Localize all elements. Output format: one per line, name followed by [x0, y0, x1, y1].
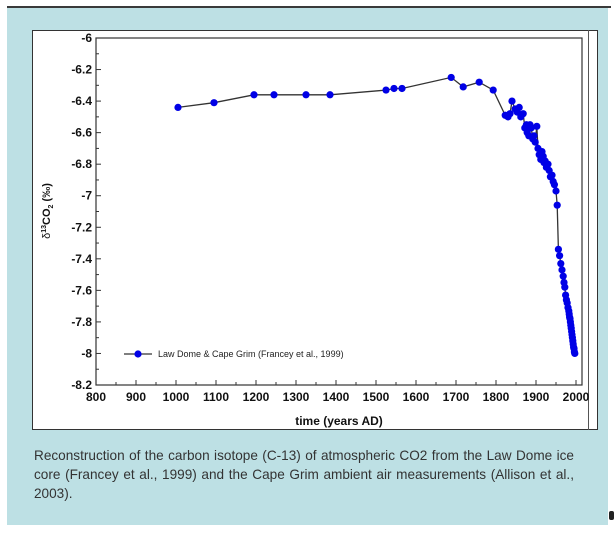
legend: Law Dome & Cape Grim (Francey et al., 19… [124, 349, 344, 359]
y-tick-label: -6.6 [71, 126, 92, 140]
y-tick-label: -8.2 [71, 378, 92, 392]
x-tick-label: 1500 [363, 390, 390, 404]
data-point [527, 124, 535, 132]
x-tick-label: 1200 [243, 390, 270, 404]
y-axis-ticks: -6 -6.2 -6.4 -6.6 -6.8 -7 -7.2 -7.4 -7.6 -7.8 -8 -8… [71, 31, 101, 392]
data-point [326, 91, 334, 99]
data-point [475, 78, 483, 86]
data-point [558, 266, 566, 274]
top-border-line [7, 6, 611, 8]
data-point [270, 91, 278, 99]
y-tick-label: -8 [81, 346, 92, 360]
x-axis-title: time (years AD) [295, 414, 383, 428]
plot-area-frame [95, 37, 583, 386]
y-axis-title-sub: 2 [48, 204, 55, 208]
data-point [506, 110, 514, 118]
data-point [508, 97, 516, 105]
data-point [571, 349, 579, 358]
axes [95, 37, 583, 386]
data-point [550, 181, 559, 189]
edge-mark [609, 511, 614, 520]
data-point [559, 272, 567, 280]
data-point [556, 252, 564, 260]
y-axis-title-delta: δ [41, 233, 53, 239]
x-tick-label: 1600 [403, 390, 430, 404]
x-tick-label: 1400 [323, 390, 350, 404]
data-point [447, 73, 455, 82]
data-point [557, 259, 565, 268]
data-point [459, 83, 467, 91]
y-axis-title-co: CO [41, 208, 53, 225]
x-tick-label: 1800 [483, 390, 510, 404]
x-tick-label: 1300 [283, 390, 310, 404]
data-point [544, 160, 552, 168]
data-point [548, 171, 556, 179]
y-axis-title-unit: (‰) [41, 183, 53, 205]
data-point [552, 187, 560, 195]
y-axis-title: δ13CO2 (‰) [41, 183, 55, 239]
legend-label: Law Dome & Cape Grim (Francey et al., 19… [158, 349, 344, 359]
x-tick-label: 1700 [443, 390, 470, 404]
y-tick-label: -7.6 [71, 283, 92, 297]
y-tick-label: -7.2 [71, 220, 92, 234]
x-tick-label: 900 [126, 390, 146, 404]
data-point [561, 283, 569, 291]
y-tick-label: -6.4 [71, 94, 92, 108]
y-tick-label: -7 [81, 189, 92, 203]
legend-marker [134, 350, 142, 358]
y-tick-label: -7.4 [71, 252, 92, 266]
y-tick-label: -7.8 [71, 315, 92, 329]
x-axis-ticks: 800 900 1000 1100 1200 1300 1400 1500 1600 1700 18… [86, 380, 590, 404]
y-tick-label: -6.2 [71, 63, 92, 77]
x-tick-label: 1900 [523, 390, 550, 404]
x-tick-label: 1100 [203, 390, 229, 404]
data-point [530, 132, 538, 140]
y-tick-label: -6.8 [71, 157, 92, 171]
x-tick-label: 1000 [163, 390, 190, 404]
chart-frame-inner-edge [588, 30, 596, 430]
data-point [398, 84, 406, 93]
series-law-dome [174, 73, 579, 358]
data-point [174, 103, 182, 111]
data-point [210, 99, 218, 107]
data-point [519, 110, 527, 118]
figure-caption: Reconstruction of the carbon isotope (C-… [34, 448, 574, 501]
data-point [515, 103, 523, 111]
data-point [302, 91, 310, 99]
data-point [553, 201, 561, 209]
data-point [382, 86, 390, 94]
data-point [533, 122, 541, 130]
x-tick-label: 800 [86, 390, 106, 404]
series-line [177, 76, 576, 354]
y-axis-title-sup: 13 [41, 225, 48, 233]
data-point [531, 138, 539, 146]
data-point [250, 91, 258, 99]
data-point [390, 84, 398, 93]
data-point [489, 86, 497, 94]
chart-frame [32, 30, 598, 430]
data-point [554, 245, 563, 253]
y-tick-label: -6 [81, 31, 92, 45]
x-tick-label: 2000 [563, 390, 590, 404]
